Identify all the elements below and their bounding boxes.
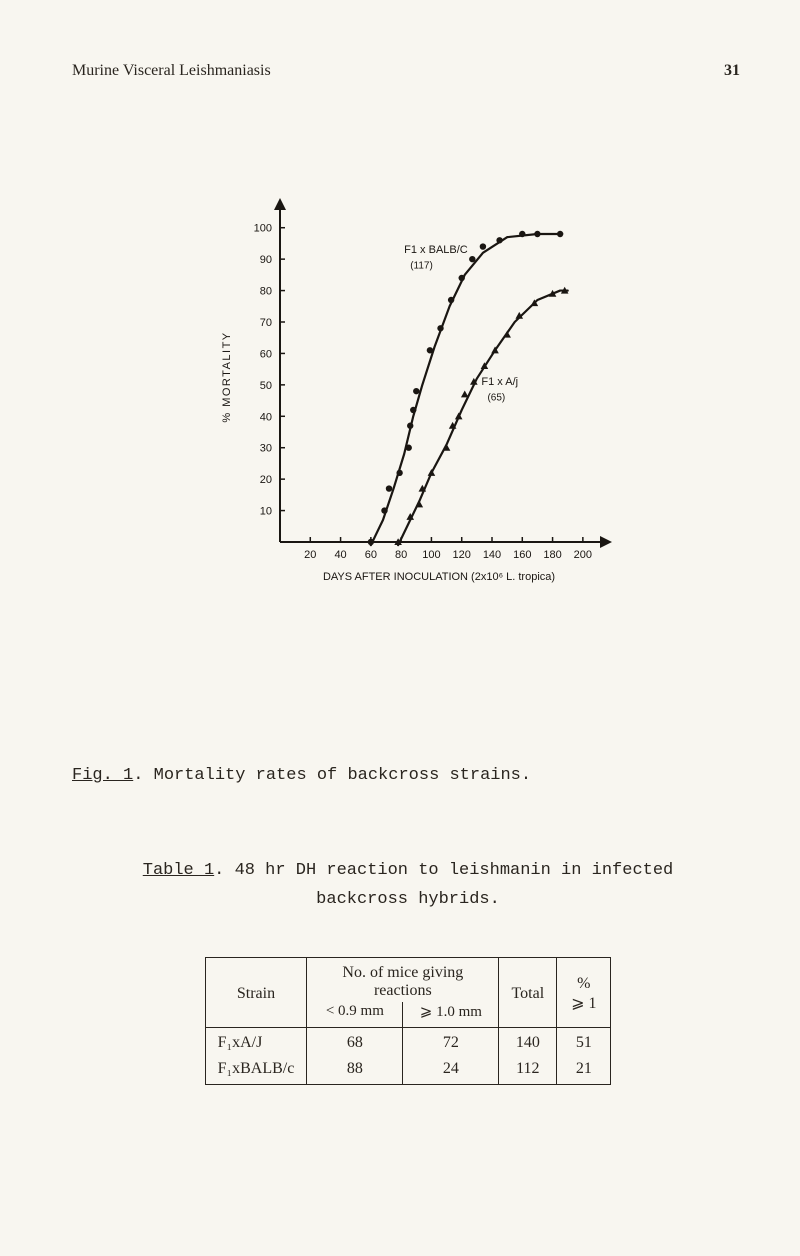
th-pct: % ⩾ 1 — [557, 957, 611, 1027]
svg-text:100: 100 — [254, 223, 272, 235]
cell: F₁xA/J — [205, 1027, 307, 1056]
cell: 51 — [557, 1027, 611, 1056]
th-mice: No. of mice giving reactions — [307, 957, 499, 1002]
mortality-chart-svg: 10 20 30 40 50 60 70 80 90 100 20 40 60 80 100 120 140 16… — [198, 196, 618, 596]
cell: 72 — [403, 1027, 499, 1056]
cell: 68 — [307, 1027, 403, 1056]
svg-text:120: 120 — [453, 549, 471, 561]
table-caption: Table 1. 48 hr DH reaction to leishmanin… — [72, 857, 744, 915]
svg-text:80: 80 — [260, 286, 272, 298]
th-col-a: < 0.9 mm — [307, 1002, 403, 1028]
svg-text:F1 x A/j: F1 x A/j — [481, 376, 518, 388]
svg-text:160: 160 — [513, 549, 531, 561]
figure-label-sep: . — [133, 766, 153, 785]
table-1: Strain No. of mice giving reactions Tota… — [72, 957, 744, 1085]
page-number: 31 — [724, 62, 740, 80]
figure-caption: Fig. 1. Mortality rates of backcross str… — [72, 766, 744, 785]
svg-text:60: 60 — [260, 348, 272, 360]
svg-text:80: 80 — [395, 549, 407, 561]
svg-text:140: 140 — [483, 549, 501, 561]
svg-text:(117): (117) — [410, 261, 433, 272]
table-label: Table 1 — [143, 861, 214, 880]
cell: 88 — [307, 1056, 403, 1085]
cell: F₁xBALB/c — [205, 1056, 307, 1085]
th-col-b: ⩾ 1.0 mm — [403, 1002, 499, 1028]
svg-text:30: 30 — [260, 443, 272, 455]
svg-text:(65): (65) — [487, 393, 505, 404]
svg-text:F1 x BALB/C: F1 x BALB/C — [404, 244, 468, 256]
svg-text:20: 20 — [260, 474, 272, 486]
svg-text:40: 40 — [260, 411, 272, 423]
svg-text:100: 100 — [422, 549, 440, 561]
svg-text:40: 40 — [334, 549, 346, 561]
page-running-head: Murine Visceral Leishmaniasis — [72, 62, 271, 80]
figure-1-chart: 10 20 30 40 50 60 70 80 90 100 20 40 60 80 100 120 140 16… — [72, 196, 744, 596]
svg-text:10: 10 — [260, 506, 272, 518]
svg-text:DAYS AFTER INOCULATION (2: DAYS AFTER INOCULATION (2x10⁶ L. tropica… — [323, 571, 555, 583]
figure-text: Mortality rates of backcross strains. — [154, 766, 531, 785]
svg-text:200: 200 — [574, 549, 592, 561]
th-strain: Strain — [205, 957, 307, 1027]
figure-label: Fig. 1 — [72, 766, 133, 785]
svg-text:90: 90 — [260, 254, 272, 266]
svg-text:70: 70 — [260, 317, 272, 329]
cell: 21 — [557, 1056, 611, 1085]
svg-text:180: 180 — [543, 549, 561, 561]
svg-text:20: 20 — [304, 549, 316, 561]
cell: 24 — [403, 1056, 499, 1085]
cell: 140 — [499, 1027, 557, 1056]
table-caption-line2: backcross hybrids. — [316, 890, 500, 909]
cell: 112 — [499, 1056, 557, 1085]
svg-text:50: 50 — [260, 380, 272, 392]
svg-text:60: 60 — [365, 549, 377, 561]
svg-text:% MORTALITY: % MORTALITY — [221, 331, 233, 422]
th-total: Total — [499, 957, 557, 1027]
table-caption-line1: 48 hr DH reaction to leishmanin in infec… — [235, 861, 674, 880]
table-row: F₁xA/J687214051 — [205, 1027, 611, 1056]
table-row: F₁xBALB/c882411221 — [205, 1056, 611, 1085]
table-label-sep: . — [214, 861, 234, 880]
